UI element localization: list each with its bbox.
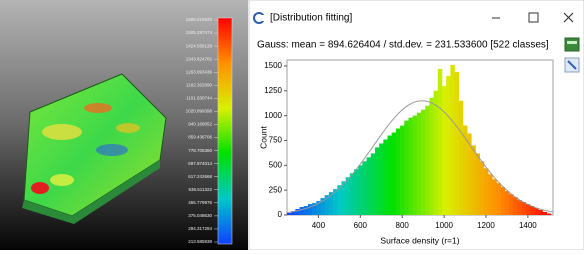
histogram-bar (509, 194, 513, 215)
histogram-bar (455, 72, 459, 215)
x-tick-label: 1400 (519, 221, 537, 230)
histogram-bar (396, 129, 400, 215)
histogram-bar (496, 183, 500, 215)
histogram-bar (463, 126, 467, 215)
histogram-bar (538, 210, 542, 215)
histogram-bar (308, 204, 312, 215)
histogram-bar (505, 191, 509, 215)
color-bar (218, 18, 232, 244)
scale-label: 1020.899398 (186, 109, 213, 114)
histogram-bar (421, 110, 425, 215)
histogram-bar (429, 98, 433, 215)
histogram-bar (346, 177, 350, 215)
histogram-bar (547, 214, 551, 215)
histogram-bar (341, 181, 345, 215)
export-csv-button[interactable] (565, 38, 579, 51)
histogram-bar (450, 65, 454, 215)
scale-label: 1424.556128 (186, 43, 213, 48)
histogram-bar (350, 173, 354, 215)
histogram-bar (534, 208, 538, 215)
histogram-bar (459, 101, 463, 215)
scale-label: 1505.287474 (186, 30, 213, 35)
histogram-bar (446, 76, 450, 215)
histogram-bar (379, 143, 383, 215)
histogram-bar (413, 116, 417, 215)
scale-label: 617.242668 (188, 174, 212, 179)
scale-label: 1343.824782 (186, 56, 213, 61)
scale-label: 536.511322 (189, 187, 213, 192)
histogram-bar (522, 202, 526, 215)
scale-label: 1586.018820 (186, 17, 213, 22)
histogram-bar (371, 153, 375, 215)
histogram-bar (354, 169, 358, 215)
histogram-bar (367, 157, 371, 215)
scale-label: 697.974014 (188, 161, 212, 166)
histogram-bar (480, 161, 484, 215)
histogram-bar (471, 145, 475, 215)
histogram-bar (404, 121, 408, 215)
histogram-bar (358, 165, 362, 215)
histogram-bar (388, 136, 392, 215)
histogram-bar (400, 126, 404, 215)
scale-label: 859.436706 (188, 135, 212, 140)
histogram-bar (425, 106, 429, 215)
histogram-bar (543, 212, 547, 215)
y-tick-label: 0 (278, 210, 283, 219)
x-tick-label: 400 (312, 221, 326, 230)
histogram-bar (476, 153, 480, 215)
histogram-bar (492, 179, 496, 215)
y-tick-label: 250 (269, 185, 283, 194)
scale-label: 213.585938 (188, 239, 212, 244)
histogram-bar (501, 187, 505, 215)
histogram-bar (304, 206, 308, 215)
x-axis-label: Surface density (r=1) (380, 235, 459, 245)
x-tick-label: 1200 (477, 221, 495, 230)
export-image-button[interactable] (565, 58, 579, 72)
histogram-bar (392, 133, 396, 215)
y-axis-label: Count (258, 126, 268, 149)
fit-summary: Gauss: mean = 894.626404 / std.dev. = 23… (257, 40, 549, 51)
histogram-bar (513, 197, 517, 215)
histogram-bar (375, 147, 379, 215)
histogram-bar (383, 139, 387, 215)
histogram-bar (434, 91, 438, 215)
page: 1586.018820 1505.287474 1424.556128 1343.82… (0, 0, 584, 255)
scale-label: 455.779976 (188, 200, 212, 205)
scale-label: 294.317284 (188, 226, 212, 231)
histogram-bar (362, 161, 366, 215)
x-tick-label: 600 (354, 221, 368, 230)
histogram-bar (442, 86, 446, 215)
histogram-bar (408, 118, 412, 215)
scale-label: 1101.630744 (186, 96, 212, 101)
scale-label: 778.705360 (188, 148, 212, 153)
histogram-bar (484, 168, 488, 215)
scale-label: 375.048630 (188, 213, 212, 218)
y-tick-label: 500 (269, 160, 283, 169)
histogram-bar (488, 174, 492, 215)
histogram-bar (438, 69, 442, 215)
histogram-bar (417, 113, 421, 215)
window-title: [Distribution fitting] (270, 13, 352, 24)
histogram-bar (287, 213, 291, 215)
y-tick-label: 1000 (264, 111, 282, 120)
screen: 1586.018820 1505.287474 1424.556128 1343.82… (0, 0, 584, 250)
scale-label: 940.168052 (188, 122, 212, 127)
scale-label: 1263.093436 (186, 69, 213, 74)
y-tick-label: 1250 (264, 86, 282, 95)
x-tick-label: 800 (396, 221, 410, 230)
x-tick-label: 1000 (435, 221, 453, 230)
histogram-bar (517, 200, 521, 215)
histogram-bar (300, 207, 304, 215)
y-tick-label: 1500 (264, 61, 282, 70)
y-tick-label: 750 (269, 136, 283, 145)
scale-label: 1182.362090 (186, 82, 212, 87)
